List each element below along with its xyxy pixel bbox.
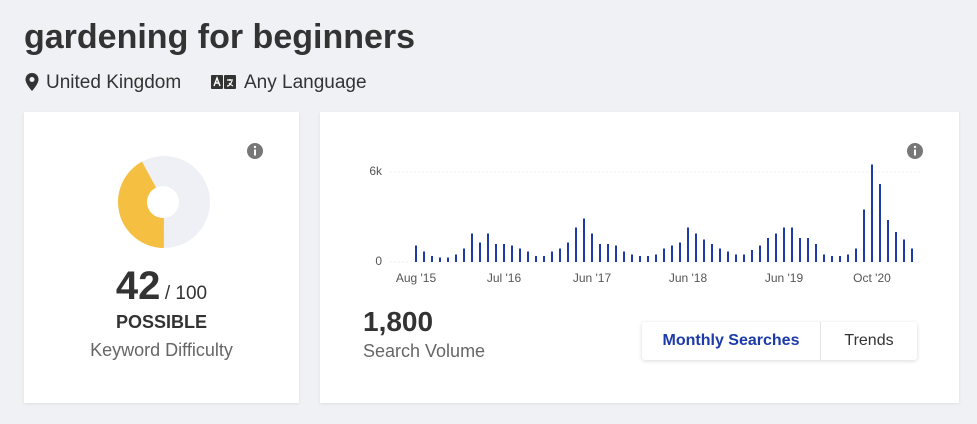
bar	[791, 227, 793, 262]
location[interactable]: United Kingdom	[46, 72, 182, 93]
difficulty-gauge	[117, 156, 210, 248]
bar	[807, 238, 809, 262]
bar	[895, 232, 897, 262]
bar	[519, 248, 521, 262]
bar	[799, 238, 801, 262]
bar	[431, 256, 433, 262]
bar	[655, 254, 657, 262]
bar	[639, 256, 641, 262]
bar	[423, 251, 425, 262]
y-tick-label: 6k	[369, 164, 383, 178]
bar	[687, 227, 689, 262]
bar	[759, 245, 761, 262]
x-tick-label: Jun '19	[765, 271, 804, 285]
y-tick-label: 0	[375, 254, 382, 268]
bar	[743, 254, 745, 262]
bar	[567, 242, 569, 262]
difficulty-score: 42	[115, 264, 161, 308]
bar	[591, 233, 593, 262]
bar	[855, 248, 857, 262]
location-icon	[25, 73, 39, 91]
bar	[543, 256, 545, 262]
search-volume: 1,800	[363, 306, 434, 337]
language[interactable]: Any Language	[244, 72, 367, 93]
info-icon[interactable]	[906, 142, 924, 160]
bar	[607, 244, 609, 262]
bar	[511, 245, 513, 262]
bar	[783, 227, 785, 262]
bar	[911, 248, 913, 262]
bar	[527, 251, 529, 262]
bar	[887, 220, 889, 262]
bar	[615, 245, 617, 262]
bar	[447, 257, 449, 262]
bar	[703, 239, 705, 262]
bar	[831, 256, 833, 262]
bar	[767, 238, 769, 262]
bar	[503, 244, 505, 262]
difficulty-caption: Keyword Difficulty	[90, 340, 233, 360]
gauge-hole	[147, 186, 179, 218]
difficulty-card: 42 / 100 POSSIBLE Keyword Difficulty	[24, 112, 299, 403]
gauge-value	[117, 161, 164, 248]
volume-card: 0 6k Aug '15 Jul '16 Jun '17 Jun '18 Jun '19 Oc…	[320, 112, 959, 403]
bar	[823, 254, 825, 262]
bar	[711, 244, 713, 262]
bar	[599, 244, 601, 262]
x-tick-label: Aug '15	[396, 271, 437, 285]
bar	[879, 184, 881, 262]
difficulty-rating: POSSIBLE	[115, 312, 208, 332]
language-icon	[211, 75, 236, 89]
bar	[775, 233, 777, 262]
bar	[559, 248, 561, 262]
bar	[839, 256, 841, 262]
bar	[415, 245, 417, 262]
tab[interactable]: Trends	[844, 332, 894, 349]
bar	[495, 244, 497, 262]
x-tick-label: Jun '17	[573, 271, 612, 285]
tab-group: Monthly Searches Trends	[642, 322, 917, 360]
bar	[471, 233, 473, 262]
bar	[551, 251, 553, 262]
bar	[863, 209, 865, 262]
bar	[631, 254, 633, 262]
bar	[727, 251, 729, 262]
bar	[463, 248, 465, 262]
bar	[751, 250, 753, 262]
bar	[455, 254, 457, 262]
bar	[583, 218, 585, 262]
bar	[847, 254, 849, 262]
bar	[903, 239, 905, 262]
bar	[679, 242, 681, 262]
bar	[663, 248, 665, 262]
difficulty-max: / 100	[164, 283, 208, 304]
bar	[671, 245, 673, 262]
bar	[487, 233, 489, 262]
bar	[535, 256, 537, 262]
bar	[695, 233, 697, 262]
x-tick-label: Jun '18	[669, 271, 708, 285]
bar	[735, 254, 737, 262]
search-volume-caption: Search Volume	[363, 341, 486, 361]
bar	[575, 227, 577, 262]
bar	[815, 244, 817, 262]
bar	[719, 248, 721, 262]
bar	[439, 257, 441, 262]
bar	[479, 242, 481, 262]
score-row: 42 / 100	[24, 264, 299, 309]
bar	[623, 251, 625, 262]
x-tick-label: Oct '20	[853, 271, 891, 285]
bar	[647, 256, 649, 262]
bar	[871, 164, 873, 262]
tab[interactable]: Monthly Searches	[642, 322, 821, 360]
volume-chart: 0 6k Aug '15 Jul '16 Jun '17 Jun '18 Jun '19 Oc…	[369, 164, 920, 285]
keyword-title: gardening for beginners	[24, 18, 416, 56]
info-icon[interactable]	[246, 142, 264, 160]
x-tick-label: Jul '16	[487, 271, 522, 285]
